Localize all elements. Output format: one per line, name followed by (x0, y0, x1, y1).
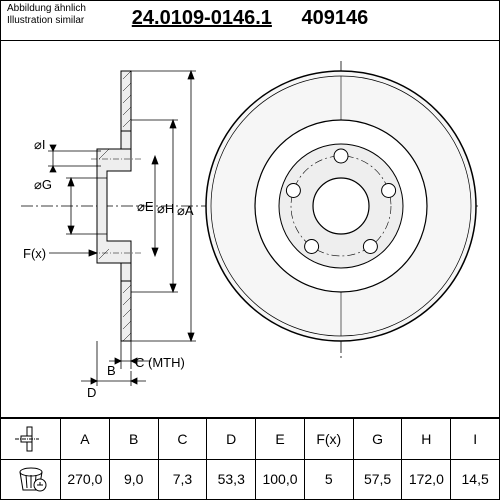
label-B: B (107, 363, 116, 378)
label-diaE: ⌀E (137, 199, 154, 214)
col-v-A: 270,0 (61, 460, 109, 500)
col-h-D: D (207, 419, 255, 460)
label-D: D (87, 385, 96, 400)
part-code: 409146 (301, 7, 368, 30)
col-v-B: 9,0 (110, 460, 158, 500)
part-number-block: 24.0109-0146.1 409146 (1, 7, 499, 30)
col-h-A: A (61, 419, 109, 460)
trash-icon (1, 460, 60, 500)
technical-drawing: ⌀I ⌀G ⌀E ⌀H ⌀A F(x) B C (MTH) D (1, 41, 499, 417)
header-bar: Abbildung ähnlich Illustration similar 2… (1, 1, 499, 41)
col-h-I: I (451, 419, 499, 460)
label-diaA: ⌀A (177, 203, 194, 218)
part-number: 24.0109-0146.1 (132, 7, 272, 30)
section-icon (1, 419, 60, 460)
face-view (206, 71, 476, 341)
col-v-F: 5 (305, 460, 353, 500)
data-grid: A270,0 B9,0 C7,3 D53,3 E100,0 F(x)5 G57,… (61, 419, 499, 499)
label-diaG: ⌀G (34, 177, 52, 192)
label-diaH: ⌀H (157, 201, 174, 216)
col-h-E: E (256, 419, 304, 460)
col-h-H: H (402, 419, 450, 460)
col-v-D: 53,3 (207, 460, 255, 500)
col-h-B: B (110, 419, 158, 460)
label-diaI: ⌀I (34, 137, 45, 152)
label-Fx: F(x) (23, 246, 46, 261)
col-h-C: C (159, 419, 207, 460)
col-h-F: F(x) (305, 419, 353, 460)
icon-column (1, 419, 61, 499)
label-C: C (MTH) (135, 355, 185, 370)
col-v-I: 14,5 (451, 460, 499, 500)
col-v-C: 7,3 (159, 460, 207, 500)
col-h-G: G (354, 419, 402, 460)
col-v-E: 100,0 (256, 460, 304, 500)
dimension-table: A270,0 B9,0 C7,3 D53,3 E100,0 F(x)5 G57,… (1, 417, 499, 499)
col-v-G: 57,5 (354, 460, 402, 500)
col-v-H: 172,0 (402, 460, 450, 500)
